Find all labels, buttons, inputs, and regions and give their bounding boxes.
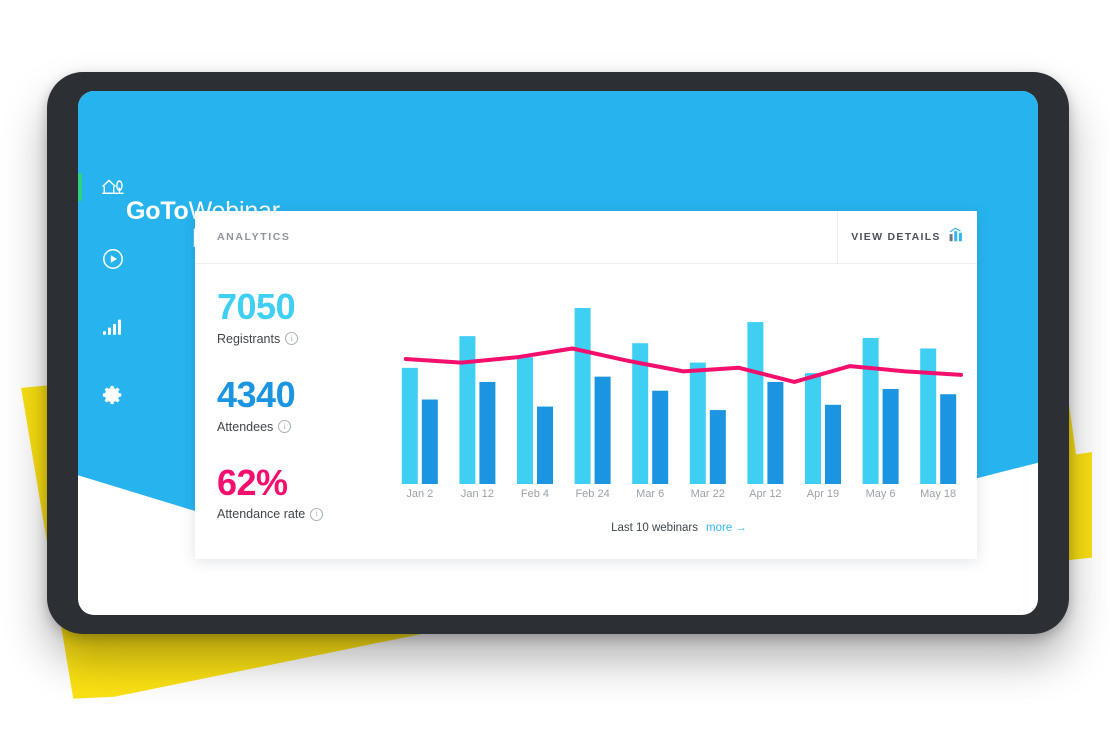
- x-axis-label: Apr 19: [806, 488, 840, 500]
- sidebar-item-recordings[interactable]: [78, 236, 148, 282]
- chart-bar-registrants: [459, 336, 476, 484]
- chart-bar-registrants: [401, 367, 418, 484]
- sidebar-item-analytics[interactable]: [78, 304, 148, 350]
- chart-bar-attendees: [594, 376, 611, 484]
- x-axis-label: Mar 22: [690, 488, 725, 500]
- info-icon[interactable]: i: [278, 420, 292, 434]
- chart-bars: [401, 308, 957, 484]
- chart-bar-registrants: [632, 343, 649, 484]
- chart-bar-attendees: [882, 388, 899, 484]
- analytics-chart: Jan 2 Jan 12 Feb 4 Feb 24 Mar 6 Mar 22 Apr 12 A…: [391, 272, 967, 560]
- x-axis-label: Jan 12: [460, 488, 494, 500]
- chart-bar-attendees: [825, 404, 841, 484]
- kpi-attendance-rate-label-text: Attendance rate: [217, 507, 306, 522]
- kpi-attendees-value: 4340: [217, 373, 296, 415]
- chart-bar-registrants: [517, 357, 533, 484]
- card-body: 7050 Registrants i 4340 Attendees i: [195, 264, 977, 560]
- chart-footer: Last 10 webinars more →: [391, 522, 967, 534]
- analytics-card: ANALYTICS VIEW DETAILS: [195, 211, 977, 559]
- tablet-device-frame: GoToWebinar Dashboard ANALYTICS VIEW DET…: [47, 72, 1069, 634]
- x-axis-label: May 18: [920, 488, 957, 500]
- sidebar-item-home[interactable]: [78, 164, 148, 210]
- chart-svg: [401, 308, 963, 484]
- home-icon: [101, 177, 125, 197]
- play-circle-icon: [102, 248, 124, 270]
- chart-x-axis-labels: Jan 2 Jan 12 Feb 4 Feb 24 Mar 6 Mar 22 Apr 12 A…: [391, 488, 967, 500]
- kpi-registrants-value: 7050: [217, 286, 296, 327]
- chart-bar-attendees: [940, 394, 957, 484]
- kpi-attendees: 4340 Attendees i: [217, 373, 397, 434]
- sidebar-item-settings[interactable]: [78, 372, 148, 418]
- sidebar-nav: [78, 91, 148, 511]
- kpi-attendance-rate-value: 62%: [217, 461, 288, 503]
- x-axis-label: Apr 12: [749, 488, 782, 500]
- chart-bar-attendees: [709, 410, 726, 484]
- kpi-registrants: 7050 Registrants i: [217, 288, 397, 346]
- x-axis-label: Feb 4: [520, 488, 550, 500]
- kpi-attendees-label: Attendees i: [217, 420, 397, 434]
- x-axis-label: Jan 2: [406, 488, 434, 500]
- kpi-attendees-label-text: Attendees: [217, 419, 274, 434]
- x-axis-label: May 6: [865, 488, 896, 500]
- tablet-screen: GoToWebinar Dashboard ANALYTICS VIEW DET…: [78, 91, 1038, 615]
- more-link-label: more: [706, 522, 733, 534]
- chart-bar-attendees: [421, 399, 438, 484]
- kpi-attendance-rate-label: Attendance rate i: [217, 507, 397, 521]
- chart-line-attendance-rate: [403, 346, 963, 384]
- view-details-button[interactable]: VIEW DETAILS: [837, 211, 977, 263]
- chart-bars-icon: [949, 227, 964, 247]
- section-label-analytics: ANALYTICS: [217, 231, 291, 243]
- info-icon[interactable]: i: [310, 507, 324, 521]
- x-axis-label: Feb 24: [575, 488, 610, 500]
- chart-bar-registrants: [574, 308, 591, 484]
- chart-bar-attendees: [537, 406, 553, 484]
- arrow-right-icon: →: [735, 522, 747, 534]
- kpi-registrants-label: Registrants i: [217, 332, 397, 346]
- kpi-list: 7050 Registrants i 4340 Attendees i: [217, 288, 397, 521]
- chart-bar-registrants: [805, 373, 821, 484]
- chart-footer-text: Last 10 webinars: [611, 522, 699, 534]
- bar-chart-icon: [102, 318, 124, 336]
- sidebar-active-indicator: [78, 173, 82, 201]
- chart-bar-registrants: [747, 322, 764, 484]
- kpi-attendance-rate: 62% Attendance rate i: [217, 461, 397, 521]
- kpi-registrants-label-text: Registrants: [217, 331, 281, 346]
- gear-icon: [102, 384, 124, 406]
- view-details-label: VIEW DETAILS: [851, 231, 941, 243]
- logo-bold-text: GoTo: [126, 197, 189, 225]
- chart-bar-attendees: [479, 381, 496, 484]
- card-header: ANALYTICS VIEW DETAILS: [195, 211, 977, 264]
- chart-bar-attendees: [652, 390, 669, 484]
- chart-bar-registrants: [920, 348, 937, 484]
- chart-bar-registrants: [862, 337, 879, 484]
- chart-bar-registrants: [689, 362, 706, 484]
- info-icon[interactable]: i: [285, 332, 299, 346]
- chart-bar-attendees: [767, 381, 784, 484]
- more-link[interactable]: more →: [706, 522, 747, 534]
- x-axis-label: Mar 6: [636, 488, 665, 500]
